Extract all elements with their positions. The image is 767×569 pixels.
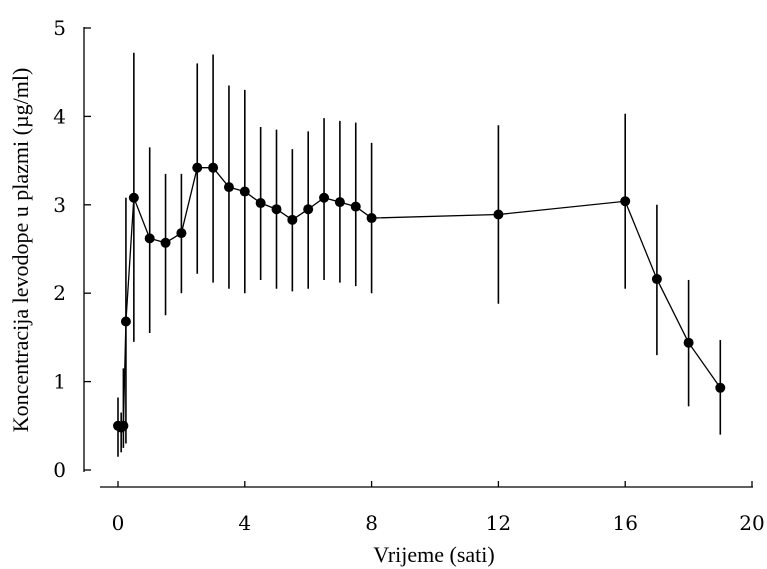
- data-point: [493, 209, 504, 220]
- data-point: [334, 197, 345, 208]
- data-point: [620, 196, 631, 207]
- data-point: [366, 213, 377, 224]
- y-tick-label: 3: [53, 193, 66, 217]
- y-tick-label: 5: [53, 16, 66, 40]
- x-tick-label: 12: [486, 511, 511, 535]
- x-tick-label: 16: [612, 511, 637, 535]
- y-axis-title: Koncentracija levodope u plazmi (µg/ml): [8, 68, 33, 433]
- data-point: [255, 198, 266, 209]
- data-point: [176, 228, 187, 239]
- y-tick-label: 0: [53, 458, 66, 482]
- data-point: [715, 382, 726, 393]
- data-points: [113, 162, 726, 433]
- axes: [83, 27, 753, 488]
- x-tick-label: 4: [238, 511, 251, 535]
- y-tick-label: 4: [53, 104, 66, 128]
- data-point: [287, 214, 298, 225]
- data-point: [128, 192, 139, 203]
- y-tick-label: 1: [53, 370, 66, 394]
- data-point: [208, 162, 219, 173]
- data-point: [160, 237, 171, 248]
- x-tick-label: 0: [112, 511, 125, 535]
- data-point: [271, 204, 282, 215]
- data-point: [683, 337, 694, 348]
- data-point: [223, 182, 234, 193]
- x-tick-label: 8: [365, 511, 378, 535]
- data-point: [118, 420, 129, 431]
- y-tick-label: 2: [53, 281, 66, 305]
- data-point: [239, 186, 250, 197]
- x-axis-title: Vrijeme (sati): [373, 542, 494, 567]
- data-point: [120, 316, 131, 327]
- data-point: [651, 274, 662, 285]
- x-ticks: 0 4 8 12 16 20: [112, 481, 765, 535]
- y-ticks: 0 1 2 3 4 5: [53, 16, 91, 482]
- data-point: [144, 233, 155, 244]
- data-point: [303, 204, 314, 215]
- data-point: [192, 162, 203, 173]
- x-tick-label: 20: [739, 511, 764, 535]
- data-point: [350, 201, 361, 212]
- data-point: [319, 192, 330, 203]
- error-bars: [117, 52, 722, 457]
- series-line: [117, 167, 721, 429]
